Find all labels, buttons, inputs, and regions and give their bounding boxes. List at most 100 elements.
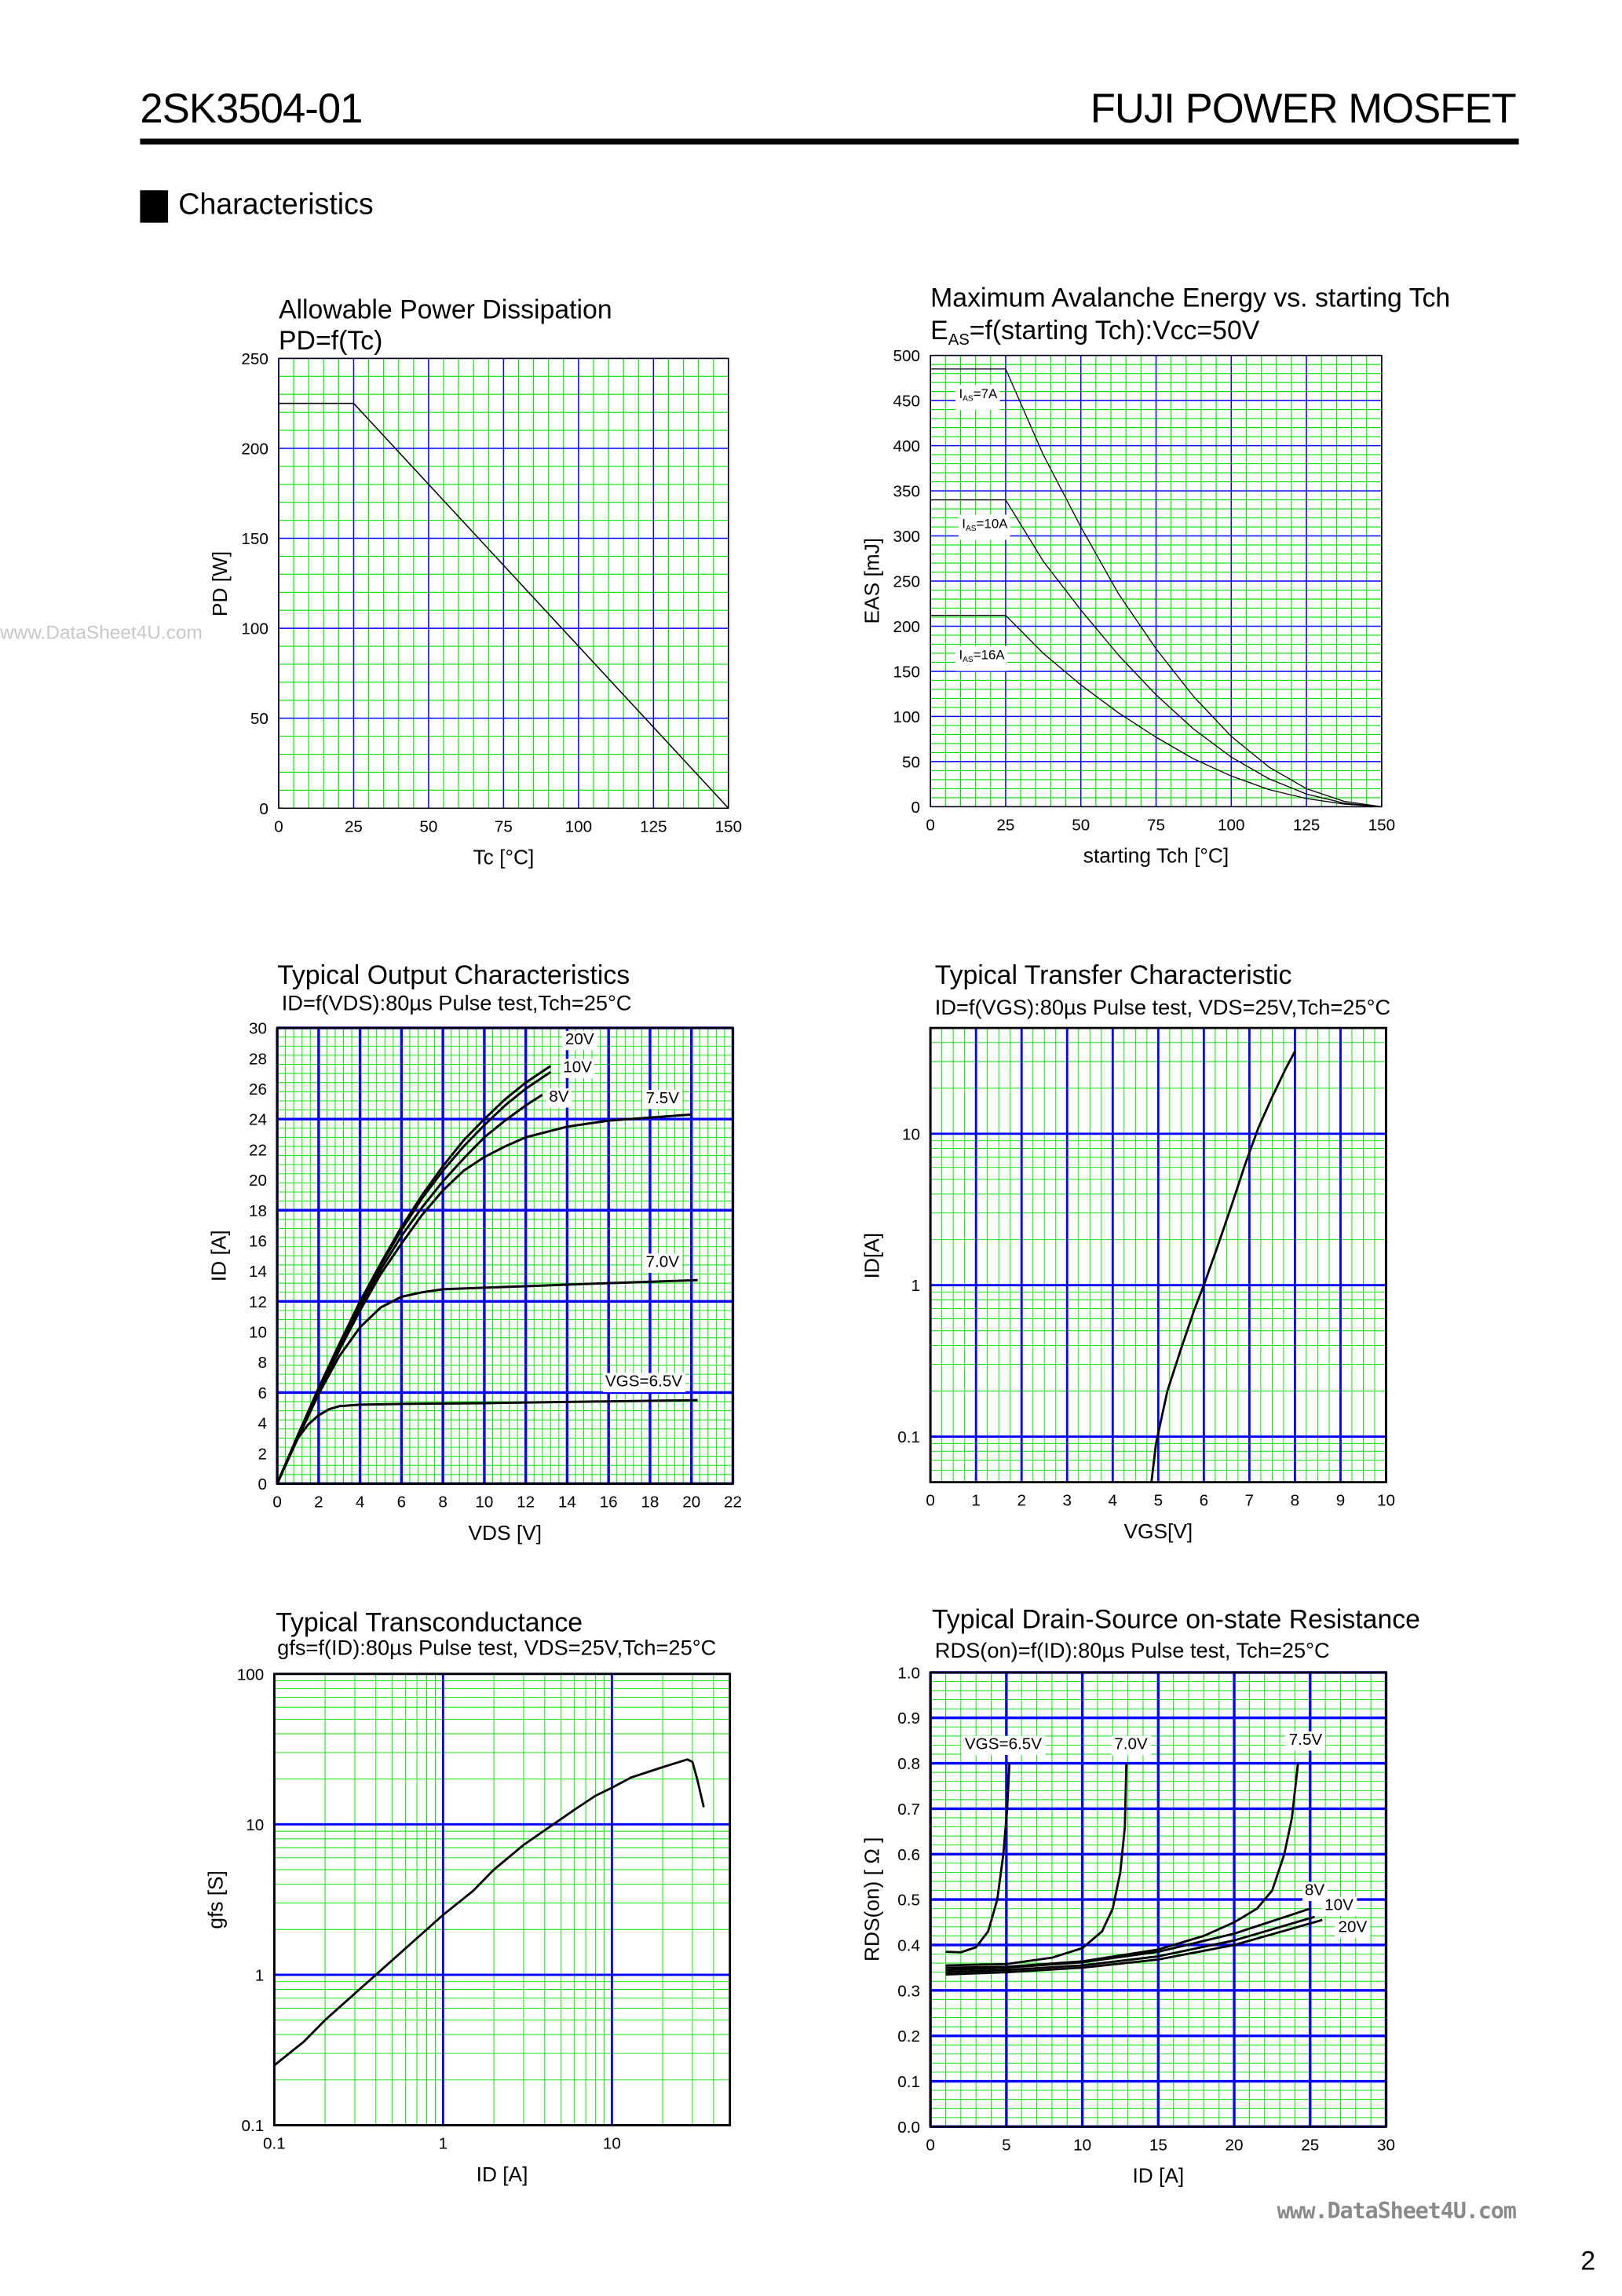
y-tick-label: 22	[249, 1141, 267, 1159]
x-tick-label: 10	[603, 2135, 621, 2153]
series-label: 7.5V	[1285, 1731, 1325, 1751]
minor-grid	[277, 1028, 733, 1484]
x-axis-label: VDS [V]	[468, 1520, 542, 1545]
minor-grid	[930, 1027, 1386, 1483]
x-tick-label: 2	[1017, 1492, 1026, 1510]
x-tick-label: 25	[345, 817, 363, 835]
y-tick-label: 0	[258, 1475, 267, 1493]
series-label: 7.0V	[642, 1252, 682, 1273]
y-tick-label: 200	[893, 618, 920, 636]
y-tick-label: 2	[258, 1445, 267, 1463]
x-tick-label: 8	[1291, 1492, 1299, 1510]
y-tick-label: 0.1	[897, 1428, 920, 1446]
series-label: 8V	[546, 1088, 572, 1109]
x-tick-label: 22	[724, 1493, 742, 1512]
y-tick-label: 0.4	[897, 1936, 920, 1954]
x-tick-label: 10	[1073, 2136, 1091, 2154]
y-tick-label: 50	[250, 710, 269, 728]
y-tick-label: 6	[258, 1384, 267, 1402]
series-line-ias-16a	[930, 615, 1382, 808]
x-tick-label: 5	[1002, 2136, 1011, 2154]
x-tick-label: 4	[1109, 1492, 1118, 1510]
x-tick-label: 30	[1377, 2136, 1395, 2154]
x-axis-label: ID [A]	[476, 2162, 528, 2186]
page-number: 2	[1580, 2246, 1596, 2276]
series-label: 20V	[562, 1031, 597, 1051]
y-tick-label: 0.9	[897, 1709, 920, 1727]
y-tick-label: 0.5	[897, 1892, 920, 1910]
minor-grid	[274, 1673, 731, 2126]
watermark-bottom: www.DataSheet4U.com	[1277, 2197, 1517, 2225]
x-tick-label: 6	[1200, 1492, 1209, 1510]
y-tick-label: 12	[249, 1293, 267, 1311]
y-tick-label: 150	[893, 663, 920, 681]
y-tick-label: 28	[249, 1050, 267, 1068]
x-axis-label: Tc [°C]	[473, 845, 535, 869]
x-tick-label: 10	[475, 1493, 493, 1512]
plot-frame	[276, 1026, 734, 1485]
x-tick-label: 7	[1245, 1492, 1255, 1510]
y-tick-label: 24	[249, 1111, 267, 1129]
y-tick-label: 100	[237, 1665, 264, 1684]
x-tick-label: 150	[715, 817, 742, 835]
y-tick-label: 0.1	[897, 2073, 920, 2091]
x-tick-label: 12	[517, 1493, 535, 1512]
y-tick-label: 300	[893, 528, 920, 546]
x-tick-label: 5	[1154, 1492, 1164, 1510]
plot-frame	[272, 1673, 732, 2126]
x-tick-label: 50	[419, 817, 437, 835]
series-label: 7.0V	[1111, 1735, 1151, 1755]
y-tick-label: 0.7	[897, 1801, 920, 1819]
series-line-1	[273, 1758, 705, 2067]
y-axis-label: ID [A]	[206, 1230, 230, 1282]
x-tick-label: 50	[1072, 816, 1090, 834]
x-tick-label: 0	[272, 1493, 282, 1512]
y-tick-label: 16	[249, 1232, 267, 1250]
document-id: 2SK3504-01	[140, 85, 363, 132]
x-tick-label: 0.1	[263, 2135, 286, 2153]
plot-frame	[278, 357, 729, 810]
chart-plot: 0 1 2 3 4 5 6 7 8 9 10 0.1 1 10	[897, 1026, 1395, 1510]
series-label: IAS=16A	[955, 645, 1008, 671]
x-tick-label: 8	[438, 1493, 448, 1512]
x-tick-label: 25	[1301, 2136, 1319, 2154]
y-axis-label: EAS [mJ]	[859, 537, 884, 624]
y-axis-label: gfs [S]	[203, 1870, 228, 1929]
chart-subtitle: ID=f(VGS):80µs Pulse test, VDS=25V,Tch=2…	[934, 996, 1391, 1021]
x-tick-label: 1	[971, 1492, 980, 1510]
y-tick-label: 1.0	[897, 1664, 920, 1682]
x-tick-label: 100	[1218, 816, 1244, 834]
y-tick-label: 0.1	[241, 2117, 264, 2135]
chart-title: Allowable Power Dissipation	[278, 294, 612, 325]
chart-subtitle: ID=f(VDS):80µs Pulse test,Tch=25°C	[281, 993, 632, 1017]
y-tick-label: 400	[893, 437, 920, 455]
y-axis-label: ID[A]	[859, 1232, 884, 1278]
y-tick-label: 50	[902, 753, 920, 771]
major-grid	[929, 1028, 1387, 1483]
y-tick-label: 100	[893, 708, 920, 726]
series-line-vgs-6-5v	[945, 1763, 1011, 1954]
y-tick-label: 10	[246, 1816, 264, 1834]
series-line-7-0v	[945, 1763, 1128, 1967]
chart-subtitle: PD=f(Tc)	[278, 326, 383, 356]
x-tick-label: 15	[1149, 2136, 1167, 2154]
x-tick-label: 1	[439, 2135, 448, 2153]
watermark-left: www.DataSheet4U.com	[0, 620, 203, 643]
y-tick-label: 150	[241, 530, 268, 548]
chart-subtitle: gfs=f(ID):80µs Pulse test, VDS=25V,Tch=2…	[277, 1636, 717, 1661]
chart-plot: 0 25 50 75 100 125 150 0 50 100 150 200 250 300 350 400…	[893, 347, 1396, 834]
x-axis-label: ID [A]	[1132, 2163, 1185, 2188]
series-label: 7.5V	[642, 1090, 682, 1110]
chart-plot: 0 25 50 75 100 125 150 0 50 100 150 200 250	[241, 350, 742, 835]
x-tick-label: 2	[314, 1493, 323, 1512]
header-rule	[140, 138, 1519, 145]
y-tick-label: 500	[893, 347, 920, 365]
y-tick-label: 4	[258, 1415, 267, 1433]
series-line-7-5v	[276, 1113, 692, 1485]
plot-background	[274, 1673, 730, 2126]
x-tick-label: 75	[495, 817, 513, 835]
series-label: 20V	[1335, 1918, 1371, 1938]
y-tick-label: 0.2	[897, 2027, 920, 2046]
chart-title: Typical Output Characteristics	[277, 960, 630, 990]
